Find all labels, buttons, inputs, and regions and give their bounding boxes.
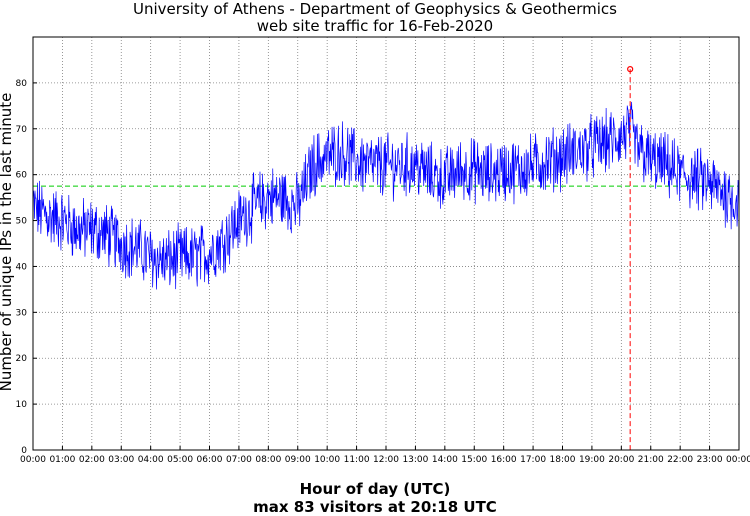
y-tick-label: 20	[16, 354, 28, 364]
x-tick-label: 14:00	[432, 455, 458, 465]
grid-lines	[33, 37, 739, 450]
x-tick-label: 11:00	[344, 455, 370, 465]
y-tick-label: 40	[16, 262, 28, 272]
x-tick-label: 18:00	[550, 455, 576, 465]
chart-subtitle: web site traffic for 16-Feb-2020	[256, 17, 494, 35]
x-tick-label: 02:00	[79, 455, 105, 465]
chart-title: University of Athens - Department of Geo…	[133, 0, 617, 18]
x-tick-label: 04:00	[138, 455, 164, 465]
y-tick-label: 30	[16, 308, 28, 318]
x-tick-label: 09:00	[285, 455, 311, 465]
series-line	[32, 101, 740, 290]
y-tick-label: 50	[16, 217, 28, 227]
x-tick-label: 22:00	[667, 455, 693, 465]
y-tick-label: 70	[16, 125, 28, 135]
y-tick-label: 0	[21, 446, 27, 456]
annotation-marks	[627, 66, 634, 450]
y-axis-label: Number of unique IPs in the last minute	[0, 92, 15, 392]
x-tick-label: 06:00	[197, 455, 223, 465]
max-point-marker	[627, 66, 634, 73]
series-group	[32, 101, 740, 290]
x-tick-label: 07:00	[226, 455, 252, 465]
max-visitors-caption: max 83 visitors at 20:18 UTC	[253, 498, 497, 516]
x-tick-label: 00:00	[20, 455, 46, 465]
axis-ticks: 00:00 01:00 02:00 03:00 04:00 05:00 06:00 07:00…	[16, 79, 750, 465]
y-tick-label: 10	[16, 400, 28, 410]
x-tick-label: 20:00	[608, 455, 634, 465]
x-tick-label: 21:00	[638, 455, 664, 465]
x-tick-label: 16:00	[491, 455, 517, 465]
x-tick-label: 01:00	[49, 455, 75, 465]
x-tick-label: 17:00	[520, 455, 546, 465]
x-tick-label: 03:00	[108, 455, 134, 465]
x-tick-label: 19:00	[579, 455, 605, 465]
x-tick-label: 23:00	[697, 455, 723, 465]
x-tick-label: 08:00	[255, 455, 281, 465]
x-tick-label: 10:00	[314, 455, 340, 465]
x-tick-label: 12:00	[373, 455, 399, 465]
x-tick-label: 05:00	[167, 455, 193, 465]
y-tick-label: 60	[16, 171, 28, 181]
x-tick-label: 13:00	[402, 455, 428, 465]
x-axis-label: Hour of day (UTC)	[299, 480, 451, 498]
x-tick-label: 00:00	[726, 455, 750, 465]
y-tick-label: 80	[16, 79, 28, 89]
x-tick-label: 15:00	[461, 455, 487, 465]
